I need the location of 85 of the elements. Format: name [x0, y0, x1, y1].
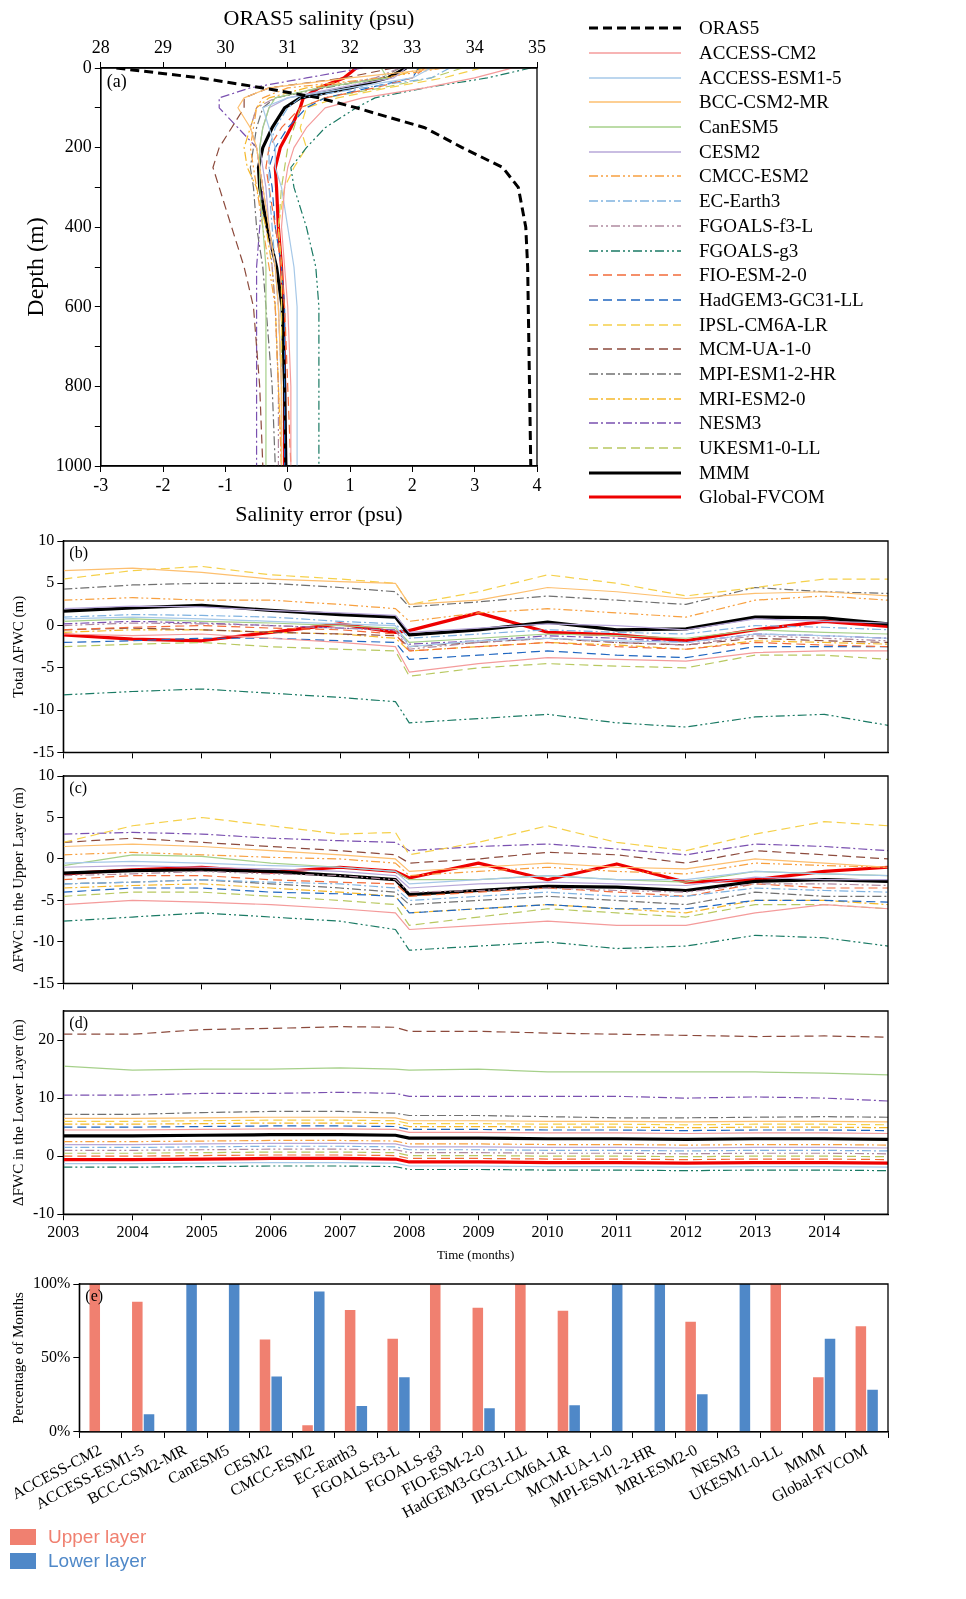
y-tick-label: 0 [46, 849, 55, 867]
annotation: (b) [69, 544, 88, 563]
legend-label: NESM3 [699, 412, 762, 435]
legend-label: UKESM1-0-LL [699, 437, 821, 460]
y-axis-title: Percentage of Months [9, 1292, 26, 1424]
y-tick-label: -15 [33, 973, 55, 991]
y-tick-label: 10 [38, 531, 55, 549]
x-axis-title: Time (months) [437, 1246, 515, 1262]
annotation: (c) [69, 779, 88, 798]
y-tick-label: 0% [49, 1422, 71, 1440]
y-tick-label: 400 [64, 215, 92, 236]
y-tick-label: -5 [41, 890, 55, 908]
y-tick-label: 50% [41, 1348, 71, 1366]
y-tick-label: 200 [64, 136, 92, 157]
y-tick-label: 5 [46, 807, 55, 825]
legend-label: FGOALS-f3-L [699, 214, 813, 237]
y-tick-label: 5 [46, 573, 55, 591]
y-tick-label: 0 [46, 615, 55, 633]
legend-label: FIO-ESM-2-0 [699, 264, 807, 287]
y-axis-title: ΔFWC in the Lower Layer (m) [9, 1019, 27, 1206]
x-tick-label: -2 [155, 474, 171, 495]
x-tick-label: 3 [470, 474, 480, 495]
x2-tick-label: 30 [216, 36, 235, 57]
legend-label: MRI-ESM2-0 [699, 387, 806, 410]
y-tick-label: 100% [33, 1274, 71, 1292]
legend-label: CanESM5 [699, 116, 779, 139]
y-tick-label: 20 [38, 1030, 55, 1048]
x-axis-title: Salinity error (psu) [235, 500, 403, 526]
y-tick-label: -10 [33, 700, 55, 718]
x2-tick-label: 28 [91, 36, 110, 57]
x2-tick-label: 31 [278, 36, 297, 57]
x-tick-label: 2014 [808, 1223, 841, 1240]
legend-label: FGOALS-g3 [699, 239, 799, 262]
legend-label: CMCC-ESM2 [699, 165, 809, 188]
x-tick-label: 1 [345, 474, 355, 495]
y-axis-title: Depth (m) [21, 217, 48, 317]
x2-tick-label: 32 [341, 36, 360, 57]
y-tick-label: 0 [82, 56, 92, 77]
legend-label: EC-Earth3 [699, 190, 781, 213]
legend-label: ACCESS-ESM1-5 [699, 66, 842, 89]
y-tick-label: -5 [41, 658, 55, 676]
x-tick-label: 2007 [324, 1223, 357, 1240]
legend-label: Lower layer [48, 1550, 147, 1572]
x-tick-label: 2006 [254, 1223, 287, 1240]
y-tick-label: 1000 [55, 454, 92, 475]
y-tick-label: 10 [38, 766, 55, 784]
x-tick-label: 2 [407, 474, 417, 495]
legend-label: MPI-ESM1-2-HR [699, 362, 837, 385]
x-tick-label: 4 [532, 474, 542, 495]
x-tick-label: -1 [217, 474, 233, 495]
x-tick-label: 2008 [393, 1223, 426, 1240]
y-tick-label: -10 [33, 932, 55, 950]
x-tick-label: 2010 [531, 1223, 564, 1240]
annotation: (d) [69, 1014, 88, 1033]
y-tick-label: 0 [46, 1146, 55, 1164]
annotation: (a) [106, 70, 127, 92]
x-tick-label: 2009 [462, 1223, 495, 1240]
y-axis-title: Total ΔFWC (m) [9, 595, 27, 698]
x2-tick-label: 34 [465, 36, 484, 57]
x2-axis-title: ORAS5 salinity (psu) [223, 4, 415, 30]
x-tick-label: -3 [93, 474, 109, 495]
x-tick-label: 2003 [47, 1223, 80, 1240]
y-tick-label: 10 [38, 1088, 55, 1106]
legend-label: Upper layer [48, 1526, 147, 1548]
y-tick-label: -15 [33, 742, 55, 760]
legend-label: HadGEM3-GC31-LL [699, 288, 864, 311]
x-tick-label: 2012 [669, 1223, 702, 1240]
y-tick-label: 600 [64, 295, 92, 316]
legend-label: BCC-CSM2-MR [699, 91, 829, 114]
x2-tick-label: 29 [154, 36, 173, 57]
legend-label: ORAS5 [699, 17, 760, 40]
x-tick-label: 2013 [739, 1223, 772, 1240]
x-tick-label: 2011 [601, 1223, 633, 1240]
x-tick-label: 2005 [185, 1223, 218, 1240]
legend-label: MCM-UA-1-0 [699, 338, 811, 361]
y-axis-title: ΔFWC in the Upper Layer (m) [9, 787, 27, 973]
legend-label: CESM2 [699, 140, 761, 163]
y-tick-label: 800 [64, 375, 92, 396]
x2-tick-label: 35 [528, 36, 546, 57]
y-tick-label: -10 [33, 1204, 55, 1222]
x-tick-label: 2004 [116, 1223, 149, 1240]
x-tick-label: 0 [283, 474, 293, 495]
x2-tick-label: 33 [403, 36, 422, 57]
legend-label: IPSL-CM6A-LR [699, 313, 828, 336]
legend-label: ACCESS-CM2 [699, 42, 817, 65]
